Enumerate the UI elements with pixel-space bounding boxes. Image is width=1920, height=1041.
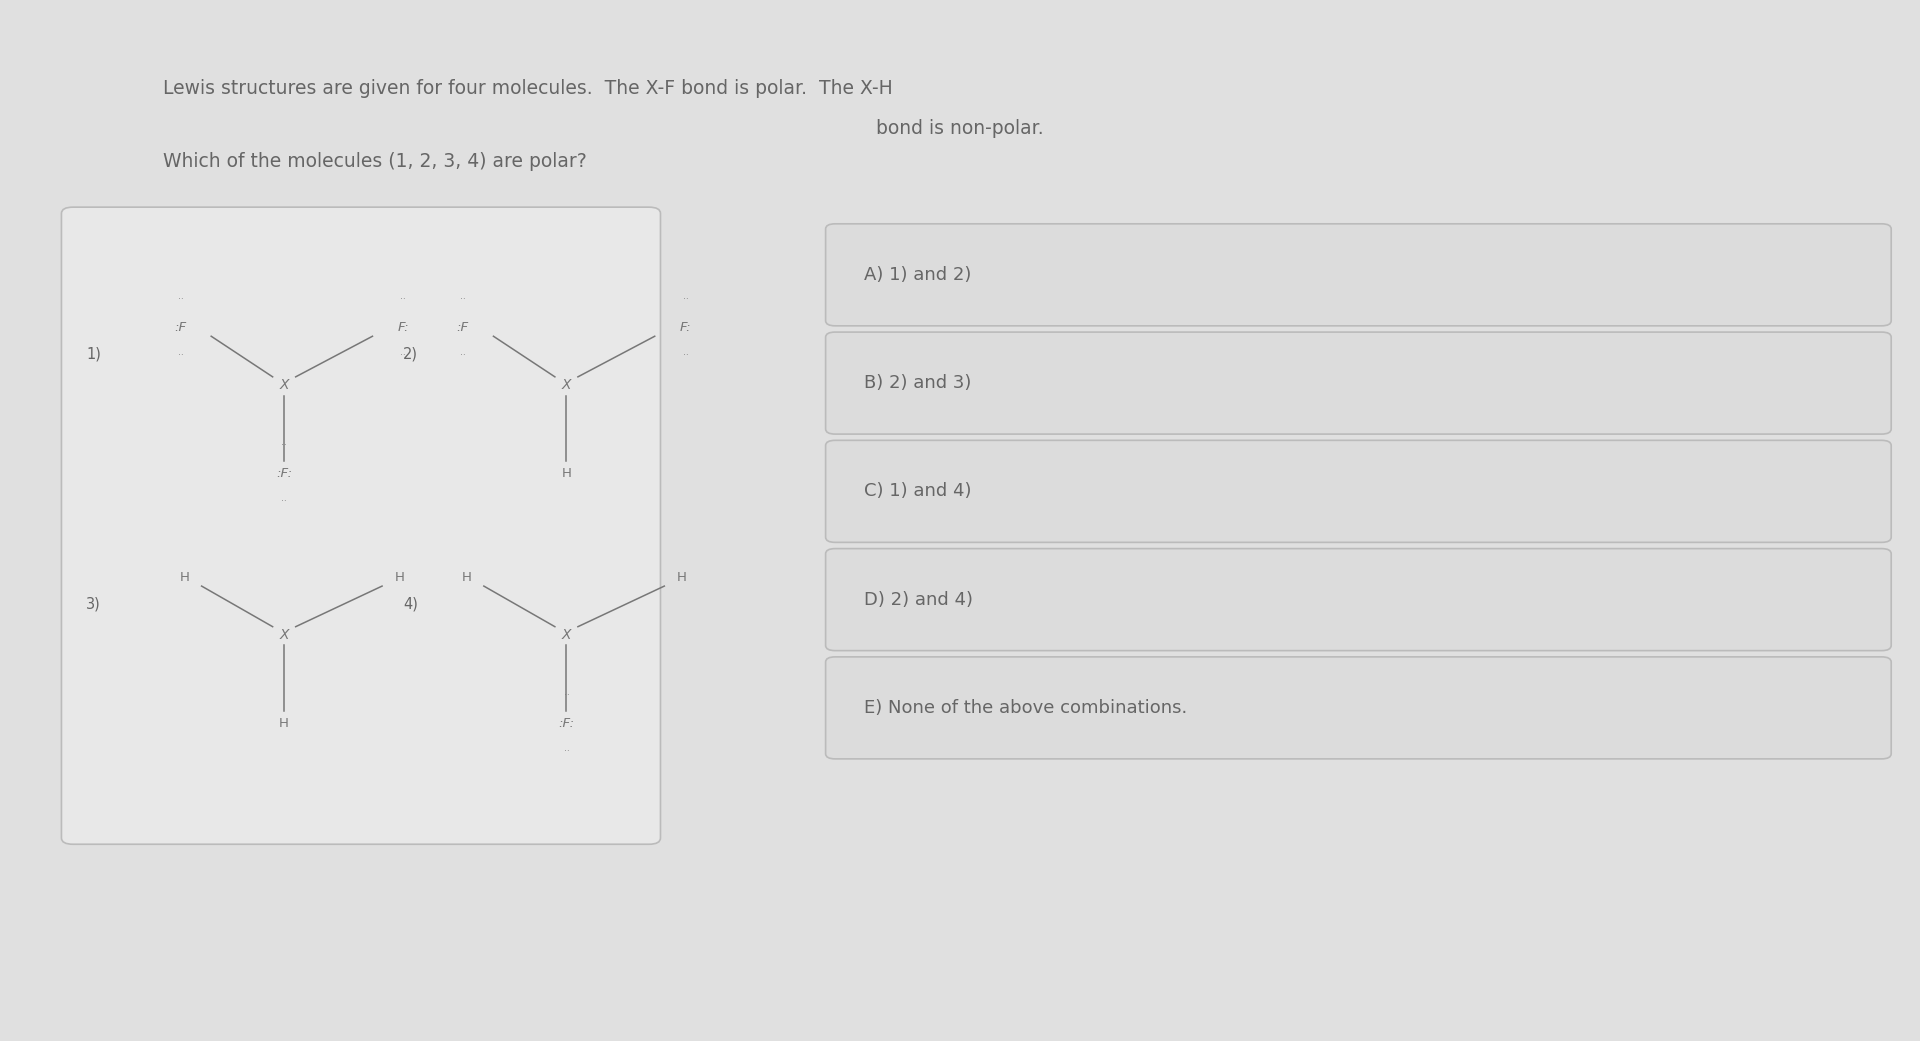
FancyBboxPatch shape — [826, 657, 1891, 759]
Text: F:: F: — [680, 322, 691, 334]
Text: F:: F: — [397, 322, 409, 334]
Text: ··: ·· — [684, 352, 687, 360]
Text: ··: ·· — [282, 441, 286, 450]
Text: :F: :F — [457, 322, 468, 334]
Text: bond is non-polar.: bond is non-polar. — [876, 119, 1044, 137]
Text: 2): 2) — [403, 347, 419, 361]
Text: A) 1) and 2): A) 1) and 2) — [864, 265, 972, 284]
Text: ··: ·· — [564, 747, 568, 756]
Text: ··: ·· — [179, 352, 182, 360]
Text: H: H — [179, 572, 190, 584]
FancyBboxPatch shape — [826, 549, 1891, 651]
Text: ··: ·· — [564, 691, 568, 700]
Text: X: X — [563, 628, 570, 642]
Text: ··: ·· — [282, 498, 286, 506]
Text: :F:: :F: — [276, 467, 292, 480]
Text: 4): 4) — [403, 596, 419, 611]
Text: ··: ·· — [461, 352, 465, 360]
Text: 3): 3) — [86, 596, 102, 611]
Text: ··: ·· — [684, 296, 687, 304]
FancyBboxPatch shape — [61, 207, 660, 844]
Text: X: X — [280, 628, 288, 642]
Text: B) 2) and 3): B) 2) and 3) — [864, 374, 972, 392]
Text: :F: :F — [175, 322, 186, 334]
Text: H: H — [676, 572, 687, 584]
Text: ··: ·· — [461, 296, 465, 304]
FancyBboxPatch shape — [826, 332, 1891, 434]
Text: H: H — [461, 572, 472, 584]
Text: Which of the molecules (1, 2, 3, 4) are polar?: Which of the molecules (1, 2, 3, 4) are … — [163, 152, 588, 171]
Text: H: H — [278, 717, 290, 730]
FancyBboxPatch shape — [826, 224, 1891, 326]
Text: H: H — [394, 572, 405, 584]
Text: ··: ·· — [401, 352, 405, 360]
Text: ··: ·· — [179, 296, 182, 304]
FancyBboxPatch shape — [826, 440, 1891, 542]
Text: ··: ·· — [401, 296, 405, 304]
Text: C) 1) and 4): C) 1) and 4) — [864, 482, 972, 501]
Text: Lewis structures are given for four molecules.  The X-F bond is polar.  The X-H: Lewis structures are given for four mole… — [163, 79, 893, 98]
Text: D) 2) and 4): D) 2) and 4) — [864, 590, 973, 609]
Text: X: X — [280, 378, 288, 392]
Text: E) None of the above combinations.: E) None of the above combinations. — [864, 699, 1187, 717]
Text: H: H — [561, 467, 572, 480]
Text: :F:: :F: — [559, 717, 574, 730]
Text: 1): 1) — [86, 347, 102, 361]
Text: X: X — [563, 378, 570, 392]
